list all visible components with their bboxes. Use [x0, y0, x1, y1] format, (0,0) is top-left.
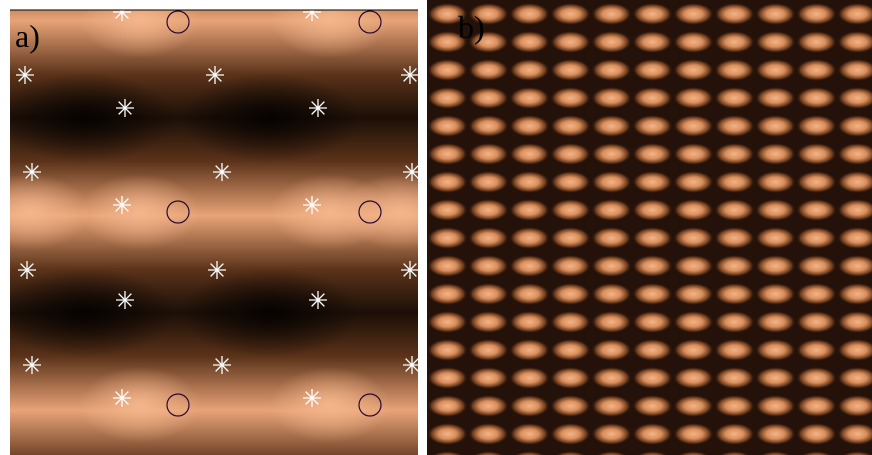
figure: a) b)	[0, 0, 872, 455]
asterisk-marker	[113, 196, 131, 214]
asterisk-marker	[309, 99, 327, 117]
dark-region	[180, 73, 360, 163]
panel-b-image	[427, 0, 872, 455]
dark-region	[0, 73, 175, 163]
panel-label: a)	[15, 18, 40, 54]
asterisk-marker	[403, 356, 421, 374]
asterisk-marker	[401, 66, 419, 84]
asterisk-marker	[309, 291, 327, 309]
panel-label: b)	[458, 9, 485, 45]
bright-region	[80, 174, 200, 250]
asterisk-marker	[116, 291, 134, 309]
asterisk-marker	[303, 3, 321, 21]
asterisk-marker	[113, 389, 131, 407]
bright-region	[270, 367, 390, 443]
panel-b	[427, 0, 872, 455]
asterisk-marker	[208, 261, 226, 279]
asterisk-marker	[303, 389, 321, 407]
asterisk-marker	[303, 196, 321, 214]
panel-a	[0, 0, 460, 455]
dark-region	[180, 268, 360, 358]
asterisk-marker	[113, 3, 131, 21]
asterisk-marker	[23, 163, 41, 181]
asterisk-marker	[116, 99, 134, 117]
asterisk-marker	[23, 356, 41, 374]
asterisk-marker	[16, 66, 34, 84]
asterisk-marker	[401, 261, 419, 279]
asterisk-marker	[403, 163, 421, 181]
asterisk-marker	[206, 66, 224, 84]
asterisk-marker	[213, 163, 231, 181]
asterisk-marker	[18, 261, 36, 279]
dark-region	[0, 268, 175, 358]
asterisk-marker	[213, 356, 231, 374]
bright-region	[80, 367, 200, 443]
